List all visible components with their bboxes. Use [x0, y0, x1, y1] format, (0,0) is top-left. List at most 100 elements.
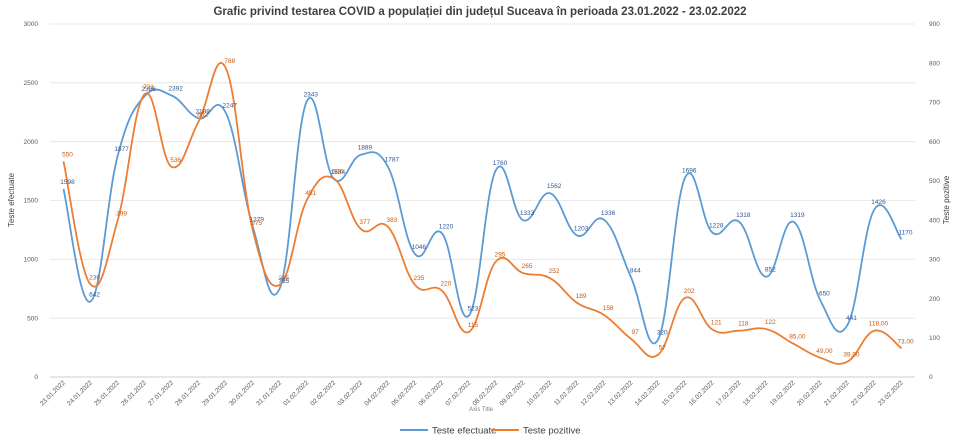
data-label-teste-efectuate: 755	[278, 278, 289, 285]
y2-tick-label: 100	[929, 335, 940, 342]
x-tick-label: 09.02.2022	[498, 379, 526, 407]
data-label-teste-efectuate: 2199	[195, 108, 210, 115]
x-tick-label: 14.02.2022	[634, 379, 662, 407]
series-line-teste-efectuate	[62, 88, 903, 345]
x-tick-label: 08.02.2022	[471, 379, 499, 407]
y2-tick-label: 800	[929, 60, 940, 67]
y2-axis-title: Teste pozitive	[942, 175, 951, 224]
data-label-teste-efectuate: 1598	[60, 179, 75, 186]
data-label-teste-efectuate: 2343	[304, 91, 319, 98]
x-tick-label: 04.02.2022	[363, 379, 391, 407]
data-label-teste-pozitive: 295	[495, 251, 506, 258]
y-tick-label: 0	[34, 374, 38, 381]
x-tick-label: 31.01.2022	[255, 379, 283, 407]
data-label-teste-pozitive: 73,00	[897, 338, 914, 345]
x-tick-label: 25.01.2022	[93, 379, 121, 407]
y-axis-title: Teste efectuate	[7, 172, 16, 227]
x-tick-label: 11.02.2022	[553, 379, 581, 407]
data-label-teste-efectuate: 1562	[547, 183, 562, 190]
x-tick-label: 15.02.2022	[661, 379, 689, 407]
data-label-teste-efectuate: 1170	[898, 229, 912, 236]
data-label-teste-efectuate: 1203	[574, 225, 589, 232]
data-label-teste-efectuate: 1684	[331, 169, 346, 176]
y-tick-label: 3000	[24, 21, 39, 28]
legend-label-teste-pozitive: Teste pozitive	[523, 426, 581, 437]
x-tick-label: 27.01.2022	[147, 379, 175, 407]
data-label-teste-pozitive: 399	[116, 211, 127, 218]
data-label-teste-efectuate: 642	[89, 291, 100, 298]
data-label-teste-pozitive: 506	[332, 169, 343, 176]
data-label-teste-pozitive: 220	[441, 281, 452, 288]
x-tick-label: 12.02.2022	[580, 379, 608, 407]
data-label-teste-pozitive: 39,00	[843, 352, 860, 359]
x-axis-ticks: 23.01.2022 24.01.2022 25.01.2022 26.01.2022…	[39, 379, 905, 407]
x-tick-label: 19.02.2022	[769, 379, 797, 407]
data-label-teste-pozitive: 121	[711, 320, 722, 327]
x-tick-label: 23.02.2022	[877, 379, 905, 407]
data-label-teste-pozitive: 788	[224, 58, 235, 65]
series-lines	[62, 62, 903, 365]
x-tick-label: 06.02.2022	[417, 379, 445, 407]
data-label-teste-efectuate: 2392	[168, 86, 183, 93]
data-label-teste-efectuate: 852	[765, 267, 776, 274]
data-label-teste-pozitive: 49,00	[816, 348, 833, 355]
data-label-teste-pozitive: 375	[251, 220, 262, 227]
data-label-teste-efectuate: 1318	[736, 212, 751, 219]
y2-tick-label: 400	[929, 217, 940, 224]
x-tick-label: 29.01.2022	[201, 379, 229, 407]
x-tick-label: 10.02.2022	[526, 379, 554, 407]
grid-lines	[50, 23, 915, 378]
data-label-teste-pozitive: 652	[197, 111, 208, 118]
x-axis-title: Axis Title	[469, 407, 494, 413]
data-label-teste-pozitive: 85,00	[789, 334, 806, 341]
data-label-teste-efectuate: 1696	[682, 167, 697, 174]
data-label-teste-pozitive: 118	[738, 321, 749, 328]
x-tick-label: 05.02.2022	[390, 379, 418, 407]
data-label-teste-pozitive: 115	[468, 322, 479, 329]
data-label-teste-pozitive: 721	[143, 84, 154, 91]
x-tick-label: 23.01.2022	[39, 379, 67, 407]
data-label-teste-efectuate: 1220	[439, 223, 454, 230]
x-tick-label: 16.02.2022	[688, 379, 716, 407]
data-label-teste-efectuate: 1889	[358, 145, 373, 152]
data-label-teste-efectuate: 1333	[520, 210, 535, 217]
data-label-teste-pozitive: 158	[603, 305, 614, 312]
data-label-teste-pozitive: 118,00	[869, 321, 889, 328]
data-label-teste-pozitive: 202	[684, 288, 695, 295]
x-tick-label: 03.02.2022	[336, 379, 364, 407]
x-tick-label: 13.02.2022	[607, 379, 635, 407]
y-axis-right-ticks: 0 100 200 300 400 500 600 700 800 900	[929, 21, 940, 381]
data-label-teste-efectuate: 1426	[871, 199, 886, 206]
y-tick-label: 2500	[24, 80, 39, 87]
x-tick-label: 26.01.2022	[120, 379, 148, 407]
data-label-teste-efectuate: 1760	[493, 160, 508, 167]
x-tick-label: 07.02.2022	[444, 379, 472, 407]
x-tick-label: 28.01.2022	[174, 379, 202, 407]
x-tick-label: 20.02.2022	[796, 379, 824, 407]
x-tick-label: 30.01.2022	[228, 379, 256, 407]
data-label-teste-efectuate: 1319	[790, 212, 805, 219]
data-label-teste-pozitive: 451	[305, 190, 316, 197]
x-tick-label: 22.02.2022	[850, 379, 878, 407]
y-tick-label: 2000	[24, 139, 39, 146]
data-label-teste-efectuate: 1228	[709, 223, 724, 230]
data-label-teste-pozitive: 265	[522, 263, 533, 270]
y2-tick-label: 0	[929, 374, 933, 381]
data-label-teste-efectuate: 2247	[222, 103, 237, 110]
data-label-teste-pozitive: 122	[765, 319, 776, 326]
y-tick-label: 1000	[24, 257, 39, 264]
data-label-teste-efectuate: 1046	[412, 244, 427, 251]
legend-label-teste-efectuate: Teste efectuate	[432, 426, 496, 437]
data-label-teste-pozitive: 97	[632, 329, 640, 336]
data-label-teste-efectuate: 2386	[141, 86, 156, 93]
y2-tick-label: 900	[929, 21, 940, 28]
y-tick-label: 1500	[24, 198, 39, 205]
data-label-teste-efectuate: 1877	[114, 146, 129, 153]
y2-tick-label: 200	[929, 296, 940, 303]
x-tick-label: 01.02.2022	[282, 379, 310, 407]
data-label-teste-pozitive: 236	[89, 274, 100, 281]
data-label-teste-pozitive: 57	[659, 345, 667, 352]
x-tick-label: 24.01.2022	[66, 379, 94, 407]
data-label-teste-pozitive: 252	[549, 268, 560, 275]
